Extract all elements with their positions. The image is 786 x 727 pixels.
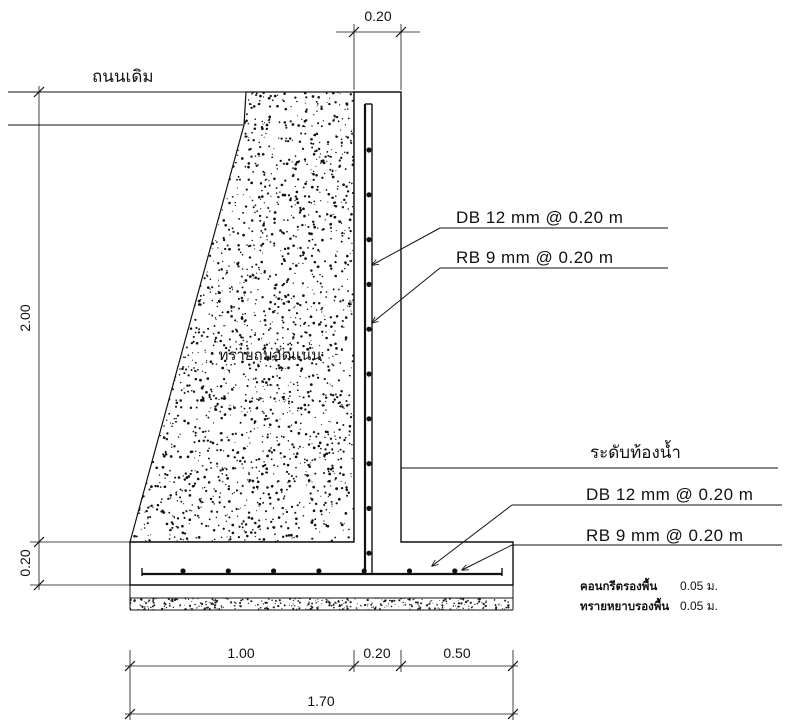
road-label: ถนนเดิม xyxy=(92,67,154,87)
dim-top-wall-value: 0.20 xyxy=(364,8,391,24)
dim-horizontal xyxy=(124,650,519,720)
dim-total-base-value: 1.70 xyxy=(307,693,334,709)
dim-wall-height-value: 2.00 xyxy=(17,304,33,331)
dim-stem-value: 0.20 xyxy=(363,645,390,661)
sand-bedding-thickness: 0.05 ม. xyxy=(680,599,718,613)
rebar-dots xyxy=(180,147,458,574)
stem-rebar-label-2: RB 9 mm @ 0.20 m xyxy=(456,248,614,267)
lean-concrete-note: คอนกรีตรองพื้น xyxy=(580,577,657,593)
stem-callout-2 xyxy=(372,267,668,323)
stem-rebar-label-1: DB 12 mm @ 0.20 m xyxy=(456,208,623,227)
rebar-lines xyxy=(141,103,503,576)
lean-concrete-thickness: 0.05 ม. xyxy=(680,579,718,593)
road-lines xyxy=(8,91,246,126)
dim-top-wall xyxy=(336,24,420,90)
water-level-label: ระดับท้องน้ำ xyxy=(590,440,681,463)
base-rebar-label-2: RB 9 mm @ 0.20 m xyxy=(586,526,744,545)
base-callout-2 xyxy=(462,544,782,570)
sand-bedding-stipple xyxy=(130,598,510,610)
base-callout-1 xyxy=(432,504,782,566)
base-rebar-label-1: DB 12 mm @ 0.20 m xyxy=(586,485,753,504)
dim-heel-value: 1.00 xyxy=(227,645,254,661)
stem-callout-1 xyxy=(372,227,668,265)
backfill-label: ทรายถมอัดแน่น xyxy=(218,346,321,364)
dim-base-height-value: 0.20 xyxy=(17,549,33,576)
sand-bedding-note: ทรายหยาบรองพื้น xyxy=(580,597,669,613)
backfill-stipple xyxy=(130,92,354,542)
dim-toe-value: 0.50 xyxy=(443,645,470,661)
dim-vertical xyxy=(30,86,130,591)
